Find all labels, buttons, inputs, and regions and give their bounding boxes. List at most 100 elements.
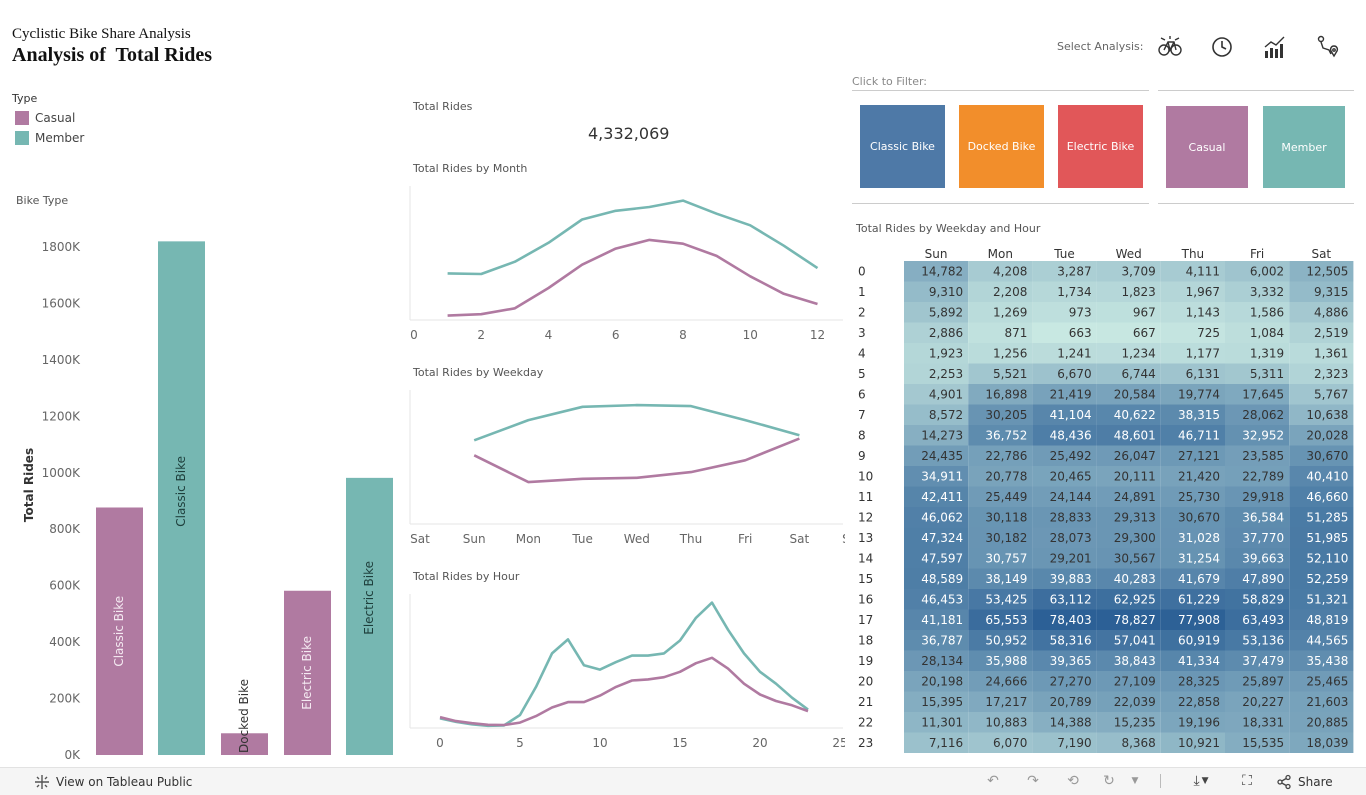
heatmap-cell-value: 30,567 <box>1114 551 1156 565</box>
heatmap-cell-value: 9,315 <box>1314 285 1348 299</box>
revert-icon[interactable]: ⟲ <box>1067 773 1079 789</box>
bar-ytick-label: 1200K <box>42 409 82 423</box>
heatmap-cell <box>1160 609 1225 630</box>
heatmap-cell-value: 30,118 <box>985 510 1027 524</box>
bike-type-chart: 0K 200K 400K 600K 800K 1000K 1200K 1400K 1600K 18… <box>22 240 393 762</box>
heatmap-cell-value: 18,039 <box>1306 736 1348 750</box>
heatmap-cell-value: 48,601 <box>1114 428 1156 442</box>
heatmap-cell <box>1160 712 1225 733</box>
legend-item-member[interactable]: Member <box>15 131 84 145</box>
heatmap-cell <box>1225 404 1290 425</box>
legend-item-casual[interactable]: Casual <box>15 111 75 125</box>
heatmap-cell-value: 25,449 <box>985 490 1027 504</box>
heatmap-cell-value: 20,789 <box>1050 695 1092 709</box>
heatmap-cell <box>1225 425 1290 446</box>
hour-chart: 0 5 10 15 20 25 <box>409 594 845 750</box>
heatmap-cell-value: 41,104 <box>1050 408 1092 422</box>
heatmap-cell-value: 967 <box>1133 305 1156 319</box>
heatmap-cell-value: 1,967 <box>1186 285 1220 299</box>
heatmap-cell <box>968 281 1033 302</box>
filter-casual-button[interactable]: Casual <box>1166 106 1248 188</box>
heatmap-cell-value: 47,597 <box>921 551 963 565</box>
redo-icon[interactable]: ↷ <box>1027 773 1039 789</box>
heatmap-cell <box>1225 466 1290 487</box>
heatmap-cell-value: 20,111 <box>1114 469 1156 483</box>
heatmap-cell <box>1096 445 1161 466</box>
clock-icon[interactable] <box>1207 32 1237 62</box>
heatmap-cell-value: 14,782 <box>921 264 963 278</box>
heatmap-cell <box>904 671 969 692</box>
filter-docked-bike-button[interactable]: Docked Bike <box>959 105 1044 188</box>
heatmap-cell <box>1289 445 1354 466</box>
filter-divider-bottom-left <box>852 203 1149 204</box>
xtick-label: 8 <box>679 328 687 342</box>
heatmap-cell <box>968 671 1033 692</box>
heatmap-cell-value: 22,858 <box>1178 695 1220 709</box>
heatmap-cell <box>904 322 969 343</box>
heatmap-row-header: 16 <box>858 592 873 606</box>
heatmap-cell-value: 7,116 <box>929 736 963 750</box>
heatmap-cell-value: 14,273 <box>921 428 963 442</box>
heatmap-cell-value: 40,283 <box>1114 572 1156 586</box>
fullscreen-icon[interactable]: ⛶ <box>1242 773 1252 789</box>
heatmap-cell-value: 39,883 <box>1050 572 1092 586</box>
heatmap-cell <box>1160 671 1225 692</box>
heatmap-cell-value: 34,911 <box>921 469 963 483</box>
heatmap-cell <box>904 466 969 487</box>
heatmap-cell-value: 46,062 <box>921 510 963 524</box>
heatmap-cell-value: 6,131 <box>1186 367 1220 381</box>
heatmap-column-header: Wed <box>1116 247 1142 261</box>
heatmap-cell <box>1289 712 1354 733</box>
heatmap-cell <box>1032 589 1097 610</box>
dashboard-title: Analysis of Total Rides <box>12 44 213 66</box>
heatmap-cell-value: 51,985 <box>1306 531 1348 545</box>
heatmap-row-header: 4 <box>858 346 866 360</box>
heatmap-cell <box>904 712 969 733</box>
heatmap-cell <box>1096 548 1161 569</box>
filter-member-button[interactable]: Member <box>1263 106 1345 188</box>
heatmap-cell <box>968 630 1033 651</box>
download-icon[interactable]: ⤓ ▼ <box>1193 773 1209 789</box>
refresh-dropdown-chevron-icon[interactable]: ▼ <box>1131 776 1139 786</box>
heatmap-cell-value: 25,897 <box>1242 674 1284 688</box>
heatmap-cell <box>1032 671 1097 692</box>
heatmap-row-header: 19 <box>858 654 873 668</box>
heatmap-cell <box>1096 671 1161 692</box>
xtick-label: 10 <box>592 736 607 750</box>
heatmap-cell <box>1289 671 1354 692</box>
bar <box>158 241 205 755</box>
heatmap-cell <box>968 650 1033 671</box>
heatmap-cell-value: 36,787 <box>921 633 963 647</box>
bar-ytick-label: 1800K <box>42 240 82 254</box>
heatmap-cell-value: 39,663 <box>1242 551 1284 565</box>
heatmap-cell-value: 1,823 <box>1121 285 1155 299</box>
bar <box>221 733 268 755</box>
undo-icon[interactable]: ↶ <box>987 773 999 789</box>
heatmap-cell <box>1096 343 1161 364</box>
heatmap-cell-value: 2,519 <box>1314 326 1348 340</box>
heatmap-row-header: 22 <box>858 715 873 729</box>
heatmap-cell-value: 6,070 <box>993 736 1027 750</box>
heatmap-cell-value: 11,301 <box>921 715 963 729</box>
bar-trend-icon[interactable] <box>1260 32 1290 62</box>
heatmap-cell <box>968 691 1033 712</box>
filter-electric-bike-button[interactable]: Electric Bike <box>1058 105 1143 188</box>
heatmap-cell-value: 28,325 <box>1178 674 1220 688</box>
route-icon[interactable] <box>1313 32 1343 62</box>
heatmap-cell <box>1225 671 1290 692</box>
heatmap-cell-value: 63,112 <box>1050 592 1092 606</box>
heatmap-cell <box>1032 281 1097 302</box>
bike-icon[interactable] <box>1155 32 1185 62</box>
share-button[interactable]: Share <box>1276 774 1333 790</box>
filter-classic-bike-button[interactable]: Classic Bike <box>860 105 945 188</box>
heatmap-cell-value: 5,521 <box>993 367 1027 381</box>
heatmap-column-header: Sat <box>1311 247 1331 261</box>
refresh-icon[interactable]: ↻ <box>1103 773 1115 789</box>
heatmap-cell-value: 35,988 <box>985 654 1027 668</box>
heatmap-cell <box>1160 466 1225 487</box>
month-chart-title: Total Rides by Month <box>413 162 528 175</box>
heatmap-cell <box>1289 281 1354 302</box>
heatmap-cell-value: 51,321 <box>1306 592 1348 606</box>
heatmap-row-header: 9 <box>858 449 866 463</box>
view-on-tableau-link[interactable]: View on Tableau Public <box>34 774 192 790</box>
